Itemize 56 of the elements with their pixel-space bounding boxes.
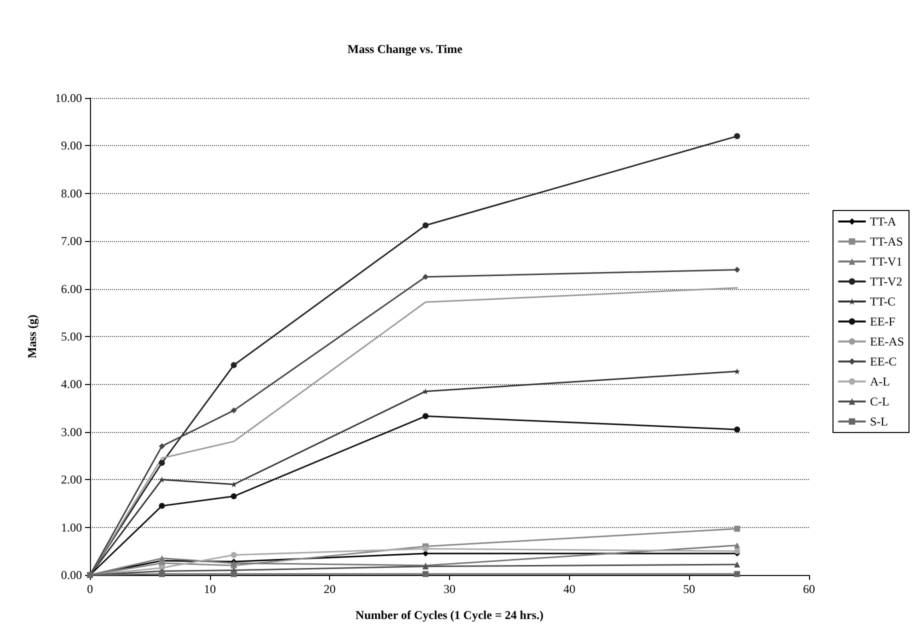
legend-label: EE-F <box>870 314 896 328</box>
y-tick-label: 4.00 <box>61 377 82 392</box>
point <box>734 548 740 554</box>
point <box>734 426 740 433</box>
y-tick-label: 1.00 <box>61 520 82 534</box>
point <box>230 362 237 368</box>
point <box>230 407 237 414</box>
x-tick-label: 50 <box>683 582 696 596</box>
point <box>422 413 429 420</box>
legend-label: TT-V2 <box>870 274 902 288</box>
legend-label: A-L <box>870 374 890 388</box>
x-tick-label: 40 <box>563 582 576 596</box>
y-tick-label: 6.00 <box>61 282 82 296</box>
x-axis-title: Number of Cycles (1 Cycle = 24 hrs.) <box>356 608 544 622</box>
point <box>230 493 237 500</box>
point <box>158 476 165 483</box>
y-tick-label: 10.00 <box>55 91 82 105</box>
point <box>422 546 429 552</box>
y-tick-label: 7.00 <box>61 234 82 248</box>
x-tick-label: 0 <box>87 582 93 596</box>
point <box>230 552 237 558</box>
point <box>734 266 740 273</box>
y-tick-label: 0.00 <box>61 568 82 582</box>
legend-label: TT-A <box>870 214 897 228</box>
legend-label: S-L <box>870 414 888 428</box>
point <box>734 368 740 374</box>
x-tick-label: 30 <box>444 582 456 596</box>
legend-label: TT-AS <box>870 234 903 248</box>
legend-label: TT-V1 <box>870 254 902 268</box>
y-tick-label: 5.00 <box>61 330 82 344</box>
y-axis-title: Mass (g) <box>25 314 39 358</box>
point <box>734 133 740 140</box>
x-tick-label: 10 <box>204 582 216 596</box>
chart-title: Mass Change vs. Time <box>348 42 464 56</box>
legend-label: TT-C <box>870 294 896 308</box>
y-tick-label: 9.00 <box>61 138 82 153</box>
point <box>422 222 429 228</box>
point <box>734 571 740 578</box>
point <box>734 562 740 568</box>
point <box>734 526 740 532</box>
legend-label: EE-AS <box>870 334 904 348</box>
point <box>734 542 740 548</box>
point <box>158 443 165 450</box>
point <box>158 571 165 578</box>
point <box>158 502 165 509</box>
legend-label: EE-C <box>870 354 897 368</box>
x-tick-label: 60 <box>803 582 815 596</box>
y-tick-label: 8.00 <box>61 186 82 200</box>
point <box>422 571 429 578</box>
x-tick-label: 20 <box>324 582 336 596</box>
point <box>230 571 237 578</box>
point <box>158 460 165 466</box>
y-tick-label: 3.00 <box>61 424 82 439</box>
legend-label: C-L <box>870 394 890 408</box>
point <box>158 555 165 562</box>
y-tick-label: 2.00 <box>61 472 82 487</box>
